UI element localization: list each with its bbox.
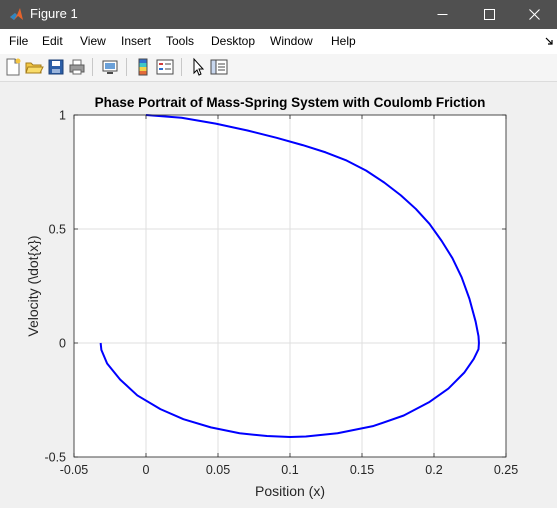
menu-insert[interactable]: Insert xyxy=(121,34,152,48)
edit-plot-icon[interactable] xyxy=(188,57,208,77)
toolbar-separator xyxy=(126,58,127,76)
figure-canvas: -0.05 0 0.05 0.1 0.15 0.2 0.25 -0.5 0 0.5 1 Phase… xyxy=(0,82,557,503)
figure-toolbar xyxy=(0,54,557,82)
minimize-icon xyxy=(437,14,447,15)
ticks xyxy=(73,114,507,458)
y-axis-label: Velocity (\dot{x}) xyxy=(25,235,41,336)
close-button[interactable] xyxy=(511,0,557,29)
y-tick-label: 1 xyxy=(59,109,66,123)
menu-bar: File Edit View Insert Tools Desktop Wind… xyxy=(0,29,557,54)
menu-file[interactable]: File xyxy=(9,34,29,48)
save-icon[interactable] xyxy=(46,57,66,77)
dock-arrow-icon[interactable] xyxy=(545,37,554,46)
y-tick-label: 0.5 xyxy=(49,223,66,237)
y-tick-label: -0.5 xyxy=(44,451,66,465)
chart-title: Phase Portrait of Mass-Spring System wit… xyxy=(95,95,486,110)
menu-help[interactable]: Help xyxy=(331,34,356,48)
phase-portrait-plot[interactable]: -0.05 0 0.05 0.1 0.15 0.2 0.25 -0.5 0 0.5 1 Phase… xyxy=(0,82,557,503)
y-tick-labels: -0.5 0 0.5 1 xyxy=(44,109,66,465)
print-icon[interactable] xyxy=(67,57,87,77)
minimize-button[interactable] xyxy=(419,0,465,29)
open-file-icon[interactable] xyxy=(24,57,44,77)
toolbar-separator xyxy=(181,58,182,76)
link-plot-icon[interactable] xyxy=(100,57,120,77)
menu-edit[interactable]: Edit xyxy=(42,34,63,48)
x-tick-label: 0.05 xyxy=(206,463,230,477)
toolbar-separator xyxy=(92,58,93,76)
menu-desktop[interactable]: Desktop xyxy=(211,34,256,48)
x-tick-label: 0.1 xyxy=(281,463,298,477)
y-tick-label: 0 xyxy=(59,337,66,351)
x-tick-label: 0.2 xyxy=(425,463,442,477)
matlab-logo-icon xyxy=(10,8,23,20)
x-axis-label: Position (x) xyxy=(255,483,325,499)
maximize-icon xyxy=(483,9,495,20)
close-icon xyxy=(528,9,540,20)
insert-legend-icon[interactable] xyxy=(155,57,175,77)
series-line xyxy=(99,114,480,438)
window-title: Figure 1 xyxy=(30,6,78,21)
x-tick-label: -0.05 xyxy=(60,463,89,477)
window-titlebar: Figure 1 xyxy=(0,0,557,29)
insert-colorbar-icon[interactable] xyxy=(133,57,153,77)
x-tick-label: 0 xyxy=(143,463,150,477)
menu-tools[interactable]: Tools xyxy=(166,34,195,48)
x-tick-labels: -0.05 0 0.05 0.1 0.15 0.2 0.25 xyxy=(60,463,518,477)
menu-window[interactable]: Window xyxy=(270,34,313,48)
menu-view[interactable]: View xyxy=(80,34,106,48)
maximize-button[interactable] xyxy=(466,0,512,29)
property-inspector-icon[interactable] xyxy=(209,57,229,77)
new-figure-icon[interactable] xyxy=(3,57,23,77)
x-tick-label: 0.15 xyxy=(350,463,374,477)
x-tick-label: 0.25 xyxy=(494,463,518,477)
